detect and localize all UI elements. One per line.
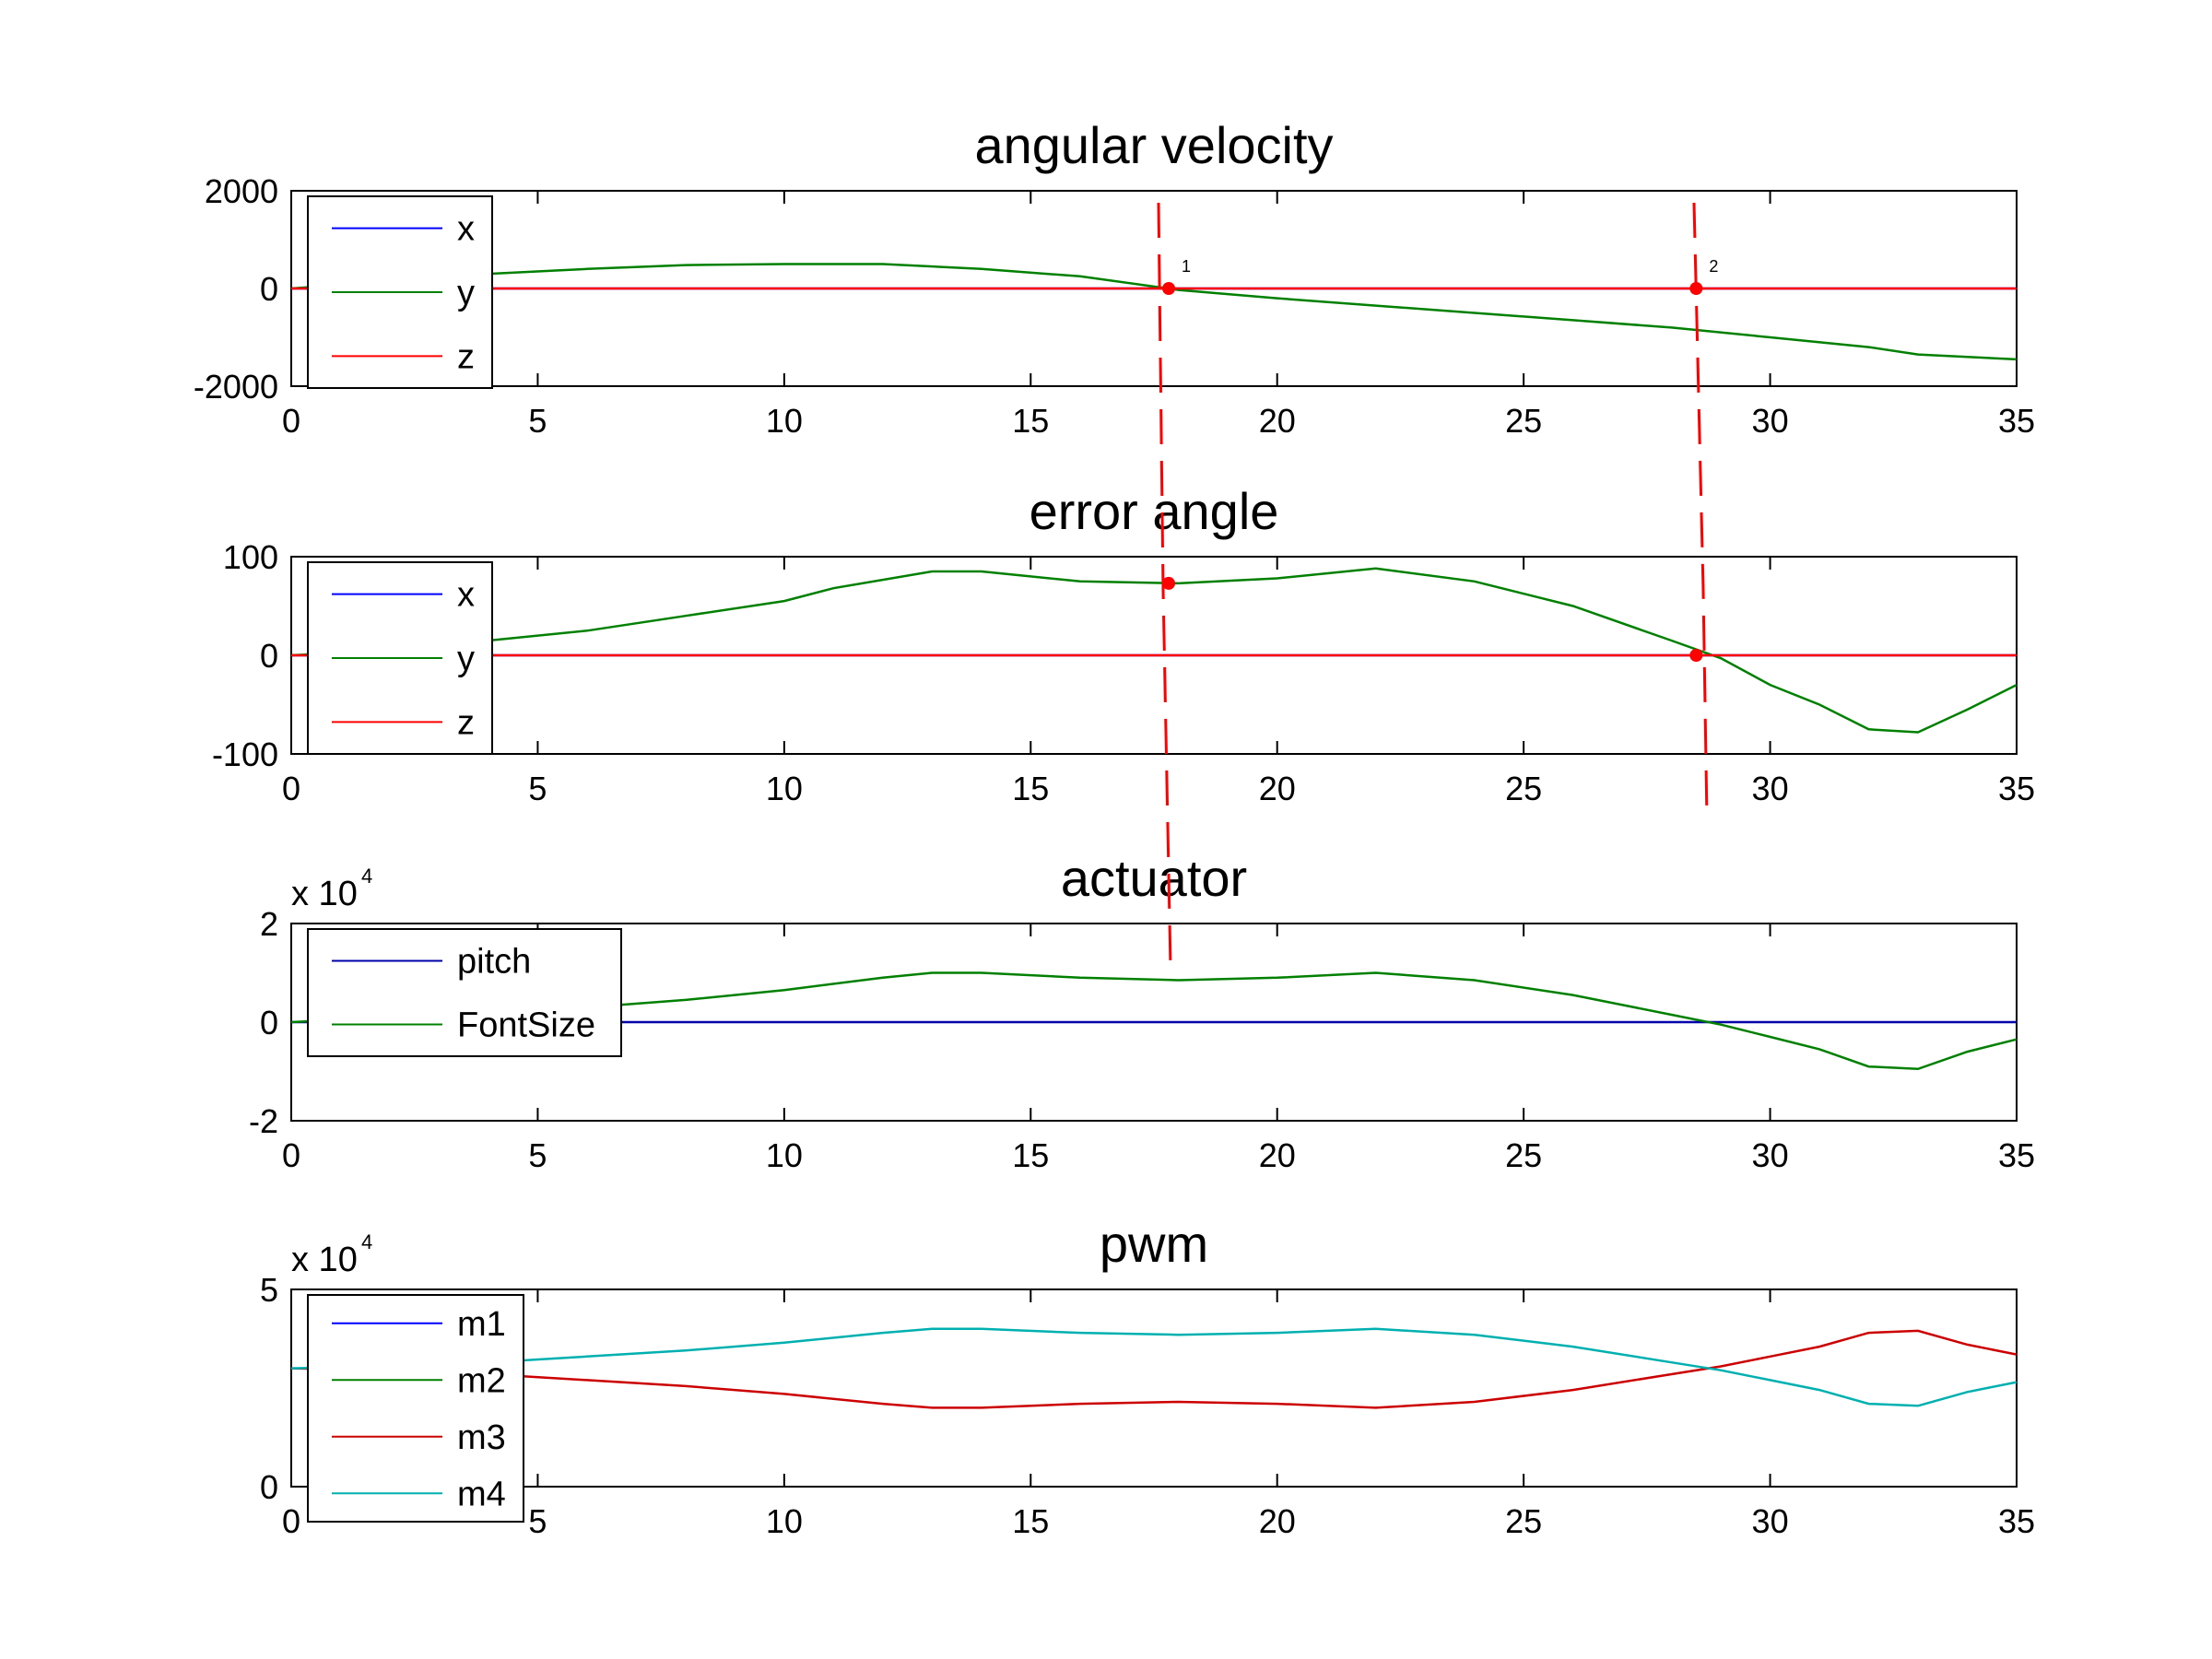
cursor-guide-line-2 [1692,202,1709,821]
legend-label: y [457,274,475,312]
y-tick-label: -2000 [194,368,278,406]
y-tick-label: 0 [260,1004,278,1041]
x-tick-label: 20 [1259,1502,1296,1540]
y-exponent-label: x 10 [291,875,358,913]
legend-label: m2 [457,1361,506,1400]
x-tick-label: 30 [1752,770,1789,807]
x-tick-label: 25 [1505,1502,1542,1540]
x-tick-label: 20 [1259,402,1296,440]
x-tick-label: 35 [1998,770,2035,807]
x-tick-label: 15 [1012,770,1049,807]
annotation-label: 1 [1182,257,1191,276]
legend-label: m3 [457,1418,506,1457]
chart-title: pwm [1100,1215,1208,1273]
annotation-marker [1162,282,1176,295]
series-line-m4 [290,1327,2018,1407]
y-tick-label: 100 [223,538,278,576]
y-tick-label: 2 [260,905,278,943]
x-tick-label: 30 [1752,1136,1789,1174]
x-tick-label: 30 [1752,402,1789,440]
legend-label: z [457,703,475,742]
x-tick-label: 10 [766,1136,803,1174]
x-tick-label: 5 [528,1502,547,1540]
annotation-marker [1162,576,1176,590]
x-tick-label: 25 [1505,770,1542,807]
x-tick-label: 25 [1505,1136,1542,1174]
x-tick-label: 15 [1012,1502,1049,1540]
x-tick-label: 10 [766,1502,803,1540]
legend-label: FontSize [457,1006,595,1045]
cursor-guide-line-1 [1157,202,1172,969]
x-tick-label: 15 [1012,402,1049,440]
x-tick-label: 5 [528,402,547,440]
x-tick-label: 0 [282,1136,300,1174]
y-tick-label: 0 [260,637,278,675]
legend [307,1294,524,1523]
x-tick-label: 5 [528,1136,547,1174]
x-tick-label: 5 [528,770,547,807]
axes-box [290,1288,2018,1488]
x-tick-label: 15 [1012,1136,1049,1174]
chart-title: error angle [1030,482,1279,540]
legend-label: z [457,337,475,376]
x-tick-label: 20 [1259,770,1296,807]
y-tick-label: -100 [212,735,278,773]
chart-title: actuator [1061,849,1247,907]
x-tick-label: 35 [1998,402,2035,440]
legend-label: m4 [457,1475,506,1513]
x-tick-label: 0 [282,402,300,440]
y-exponent-power: 4 [361,865,372,888]
legend [307,928,622,1057]
chart-panel-4: pwm 0 5 10 15 20 25 30 35 0 5 x 10 4 m1 m2 m3 m4 [260,1215,2035,1540]
y-tick-label: -2 [249,1102,278,1140]
series-line-y [290,567,2018,734]
x-tick-label: 0 [282,1502,300,1540]
legend-label: x [457,576,475,615]
x-tick-label: 30 [1752,1502,1789,1540]
annotation-label: 2 [1709,257,1718,276]
x-tick-label: 20 [1259,1136,1296,1174]
legend-label: pitch [457,943,531,982]
annotation-marker [1689,649,1703,662]
x-tick-label: 0 [282,770,300,807]
y-tick-label: 2000 [205,172,278,210]
x-tick-label: 25 [1505,402,1542,440]
legend-label: m1 [457,1305,506,1344]
y-exponent-power: 4 [361,1230,372,1253]
legend-label: y [457,640,475,678]
series-line-m3 [290,1329,2018,1409]
x-tick-label: 35 [1998,1136,2035,1174]
y-tick-label: 0 [260,1468,278,1506]
chart-title: angular velocity [974,116,1333,174]
y-tick-label: 5 [260,1271,278,1309]
x-tick-label: 10 [766,770,803,807]
series-line-y [290,263,2018,361]
legend-label: x [457,210,475,249]
y-exponent-label: x 10 [291,1241,358,1279]
x-tick-label: 35 [1998,1502,2035,1540]
series-line-FontSize [290,971,2018,1071]
y-tick-label: 0 [260,270,278,308]
x-tick-label: 10 [766,402,803,440]
